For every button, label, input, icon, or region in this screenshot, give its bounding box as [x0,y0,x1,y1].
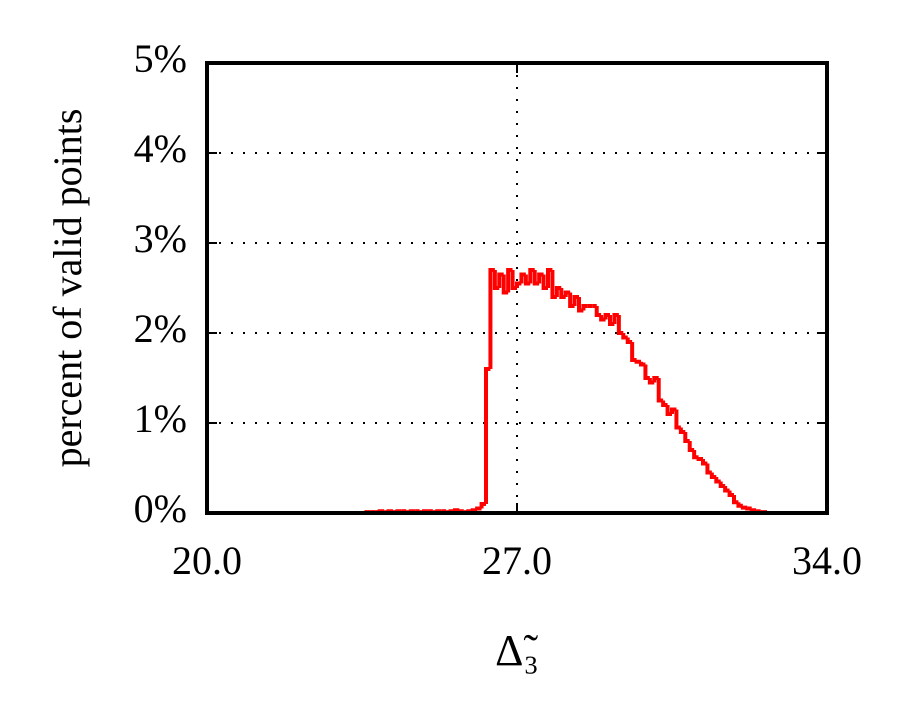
y-axis-label: percent of valid points [45,109,90,468]
y-tick-label: 1% [134,396,187,441]
histogram-step [479,502,486,509]
histogram-step [749,508,757,513]
histogram-step [709,472,717,479]
y-tick-label: 4% [134,126,187,171]
histogram-step [674,409,681,430]
histogram-step [630,342,637,362]
x-tick-label: 27.0 [482,538,552,583]
x-tick-label: 34.0 [792,538,862,583]
histogram-step [594,306,602,317]
histogram-step [727,490,734,497]
histogram-step [639,361,646,367]
histogram-step [714,477,721,484]
histogram-step [718,481,726,488]
y-tick-label: 5% [134,36,187,81]
histogram-step [625,337,633,344]
histogram-step [643,364,650,380]
histogram-step [616,315,624,335]
histogram-step [683,432,690,443]
histogram-step [696,457,703,461]
histogram-step [723,486,730,493]
histogram-step [701,459,708,466]
x-tick-label: 20.0 [172,538,242,583]
histogram-step [736,502,743,508]
histogram-step [515,281,522,288]
histogram-step [687,441,695,452]
histogram-step [661,400,668,407]
histogram-step [634,359,641,364]
histogram-step [678,427,686,434]
y-tick-label: 2% [134,306,187,351]
plot-frame [205,61,829,515]
histogram-step [656,378,664,403]
histogram-step [581,304,588,311]
histogram-step [692,450,699,460]
histogram-step [705,463,712,475]
histogram-step [475,506,482,511]
histogram-step [740,505,748,510]
y-tick-label: 0% [134,486,187,531]
y-tick-label: 3% [134,216,187,261]
histogram-step [484,367,491,504]
x-axis-label: Δ̃₃ [495,626,539,675]
histogram-step [732,495,739,505]
histogram-step [745,506,752,511]
